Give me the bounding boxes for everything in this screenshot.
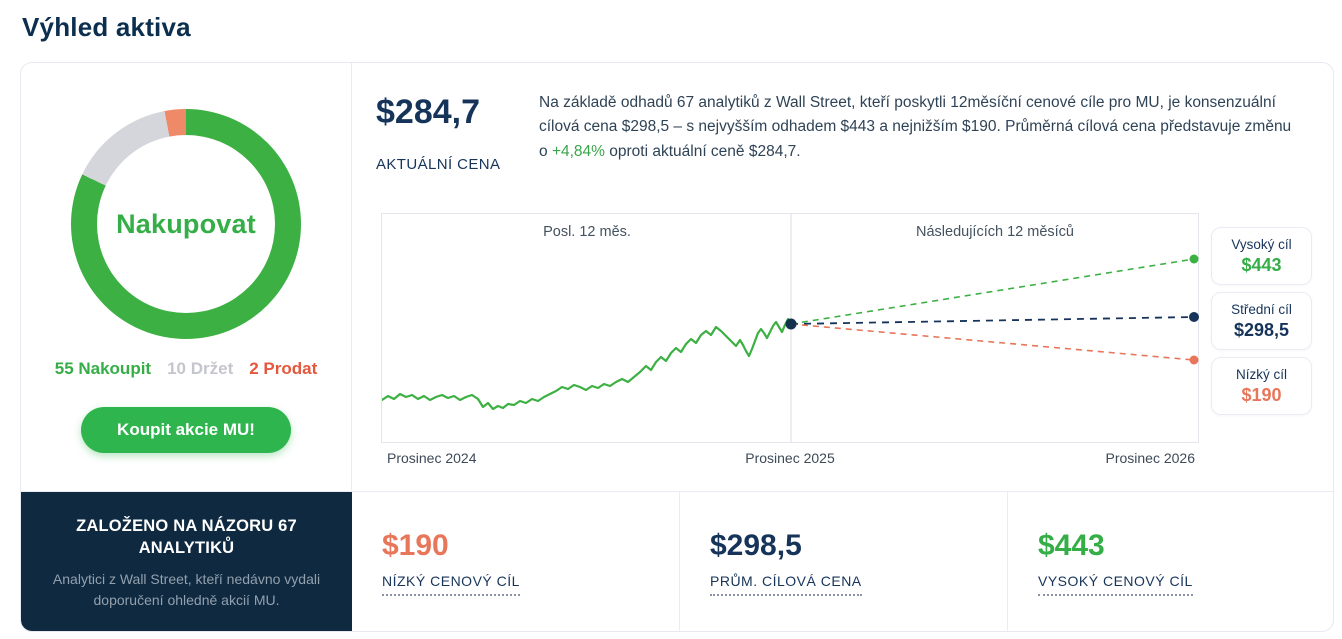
- mean-target-value: $298,5: [1233, 319, 1290, 340]
- chart-x-axis: Prosinec 2024 Prosinec 2025 Prosinec 202…: [381, 450, 1199, 470]
- analyst-summary-text: Na základě odhadů 67 analytiků z Wall St…: [539, 91, 1301, 164]
- price-target-boxes: Vysoký cíl $443 Střední cíl $298,5 Nízký…: [1211, 227, 1312, 415]
- based-on-subtitle: Analytici z Wall Street, kteří nedávno v…: [52, 571, 321, 608]
- low-target-label: Nízký cíl: [1235, 366, 1287, 382]
- high-target-box: Vysoký cíl $443: [1211, 227, 1312, 285]
- forecast-dot-high: [1189, 254, 1199, 264]
- high-price-target-value: $443: [1038, 529, 1105, 562]
- forecast-line-mean: [790, 316, 1195, 325]
- low-price-target-label[interactable]: NÍZKÝ CENOVÝ CÍL: [382, 573, 520, 596]
- chart-label-past: Posl. 12 měs.: [543, 224, 631, 240]
- consensus-label: Nakupovat: [116, 208, 256, 239]
- sell-count: 2 Prodat: [249, 359, 318, 378]
- price-forecast-chart: Posl. 12 měs. Následujících 12 měsíců: [381, 213, 1199, 443]
- high-price-target-stat: $443 VYSOKÝ CENOVÝ CÍL: [1008, 492, 1333, 631]
- ratings-breakdown: 55 Nakoupit 10 Držet 2 Prodat: [21, 359, 351, 379]
- page-title: Výhled aktiva: [22, 12, 191, 42]
- x-tick-dec-2024: Prosinec 2024: [387, 450, 477, 466]
- x-tick-dec-2025: Prosinec 2025: [745, 450, 835, 466]
- forecast-dot-low: [1189, 355, 1199, 365]
- footer-stats-row: ZALOŽENO NA NÁZORU 67 ANALYTIKŮ Analytic…: [21, 491, 1333, 631]
- hold-count: 10 Držet: [167, 359, 234, 378]
- mean-target-box: Střední cíl $298,5: [1211, 292, 1312, 350]
- high-price-target-label[interactable]: VYSOKÝ CENOVÝ CÍL: [1038, 573, 1193, 596]
- price-history-line: [382, 317, 793, 411]
- avg-price-target-value: $298,5: [710, 529, 802, 562]
- avg-price-target-label[interactable]: PRŮM. CÍLOVÁ CENA: [710, 573, 862, 596]
- consensus-panel: Nakupovat 55 Nakoupit 10 Držet 2 Prodat …: [21, 63, 352, 491]
- high-target-label: Vysoký cíl: [1231, 236, 1292, 252]
- buy-stock-button[interactable]: Koupit akcie MU!: [81, 407, 291, 453]
- chart-label-future: Následujících 12 měsíců: [916, 224, 1074, 240]
- cta-row: Koupit akcie MU!: [21, 407, 351, 453]
- chart-canvas: [382, 214, 1199, 442]
- based-on-analysts-panel: ZALOŽENO NA NÁZORU 67 ANALYTIKŮ Analytic…: [21, 492, 352, 631]
- low-target-value: $190: [1241, 384, 1282, 405]
- forecast-dot-mean: [1189, 312, 1199, 322]
- current-price-label: AKTUÁLNÍ CENA: [376, 156, 501, 173]
- current-price-block: $284,7 AKTUÁLNÍ CENA: [376, 93, 531, 173]
- forecast-card: Nakupovat 55 Nakoupit 10 Držet 2 Prodat …: [20, 62, 1334, 632]
- summary-change-highlight: +4,84%: [551, 142, 605, 160]
- summary-part2: oproti aktuální ceně $284,7.: [604, 142, 801, 160]
- consensus-donut-hole: Nakupovat: [97, 135, 275, 313]
- mean-target-label: Střední cíl: [1231, 301, 1292, 317]
- x-tick-dec-2026: Prosinec 2026: [1105, 450, 1195, 466]
- forecast-origin-dot: [785, 318, 797, 330]
- consensus-donut: Nakupovat: [71, 109, 301, 339]
- based-on-title: ZALOŽENO NA NÁZORU 67 ANALYTIKŮ: [76, 516, 297, 558]
- low-price-target-value: $190: [382, 529, 449, 562]
- buy-count: 55 Nakoupit: [54, 359, 152, 378]
- low-price-target-stat: $190 NÍZKÝ CENOVÝ CÍL: [352, 492, 680, 631]
- low-target-box: Nízký cíl $190: [1211, 357, 1312, 415]
- forecast-line-high: [790, 258, 1195, 325]
- summary-part1: Na základě odhadů 67 analytiků z Wall St…: [539, 94, 1292, 160]
- high-target-value: $443: [1241, 254, 1282, 275]
- avg-price-target-stat: $298,5 PRŮM. CÍLOVÁ CENA: [680, 492, 1008, 631]
- current-price-value: $284,7: [376, 93, 480, 131]
- forecast-line-low: [790, 323, 1195, 361]
